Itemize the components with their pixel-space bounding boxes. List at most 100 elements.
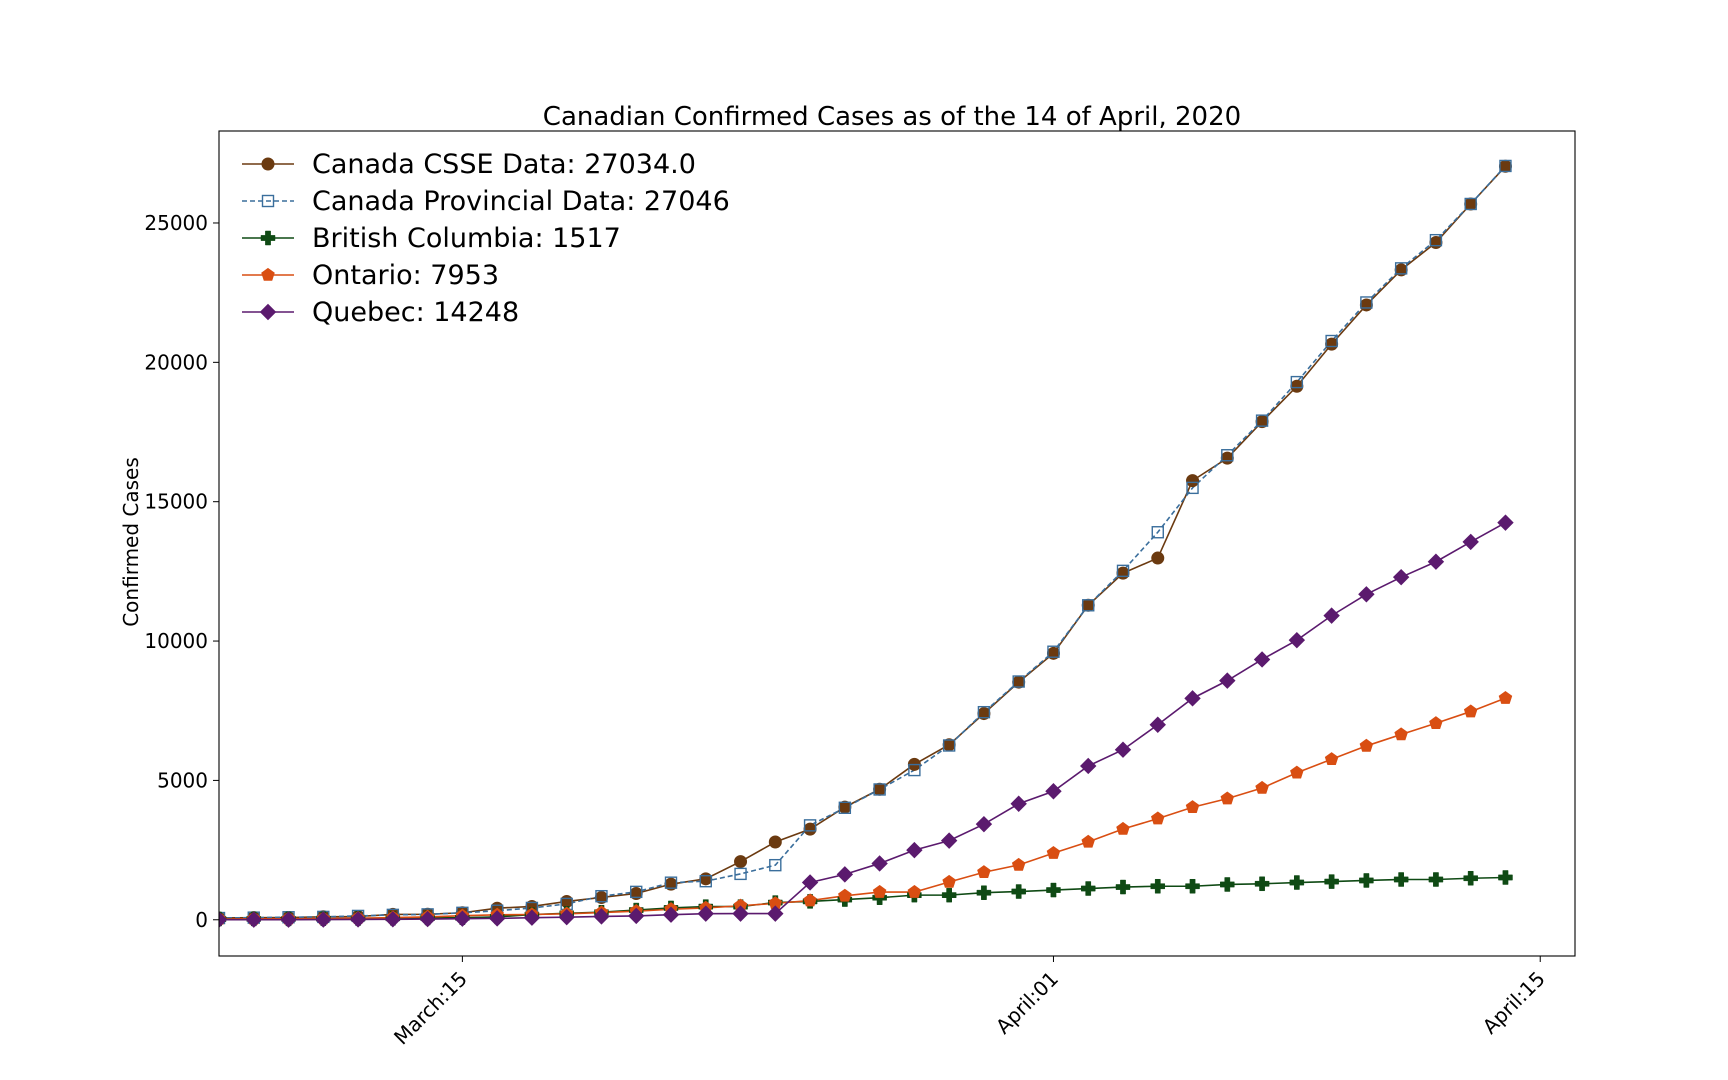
data-point-s2-36 — [1463, 870, 1478, 886]
data-point-s3-28 — [1185, 800, 1200, 813]
data-point-s0-29 — [1220, 451, 1234, 465]
data-point-s1-29 — [1221, 449, 1234, 462]
data-point-s3-26 — [1116, 821, 1130, 835]
data-point-s2-30 — [1254, 876, 1270, 892]
data-point-s3-31 — [1290, 765, 1304, 779]
legend-marker-1 — [261, 194, 275, 208]
data-point-s0-32 — [1325, 337, 1339, 351]
data-point-s4-17 — [801, 874, 819, 891]
data-point-s0-16 — [768, 835, 782, 849]
data-point-s1-13 — [664, 876, 678, 889]
data-point-s4-37 — [1497, 514, 1514, 531]
data-point-s1-25 — [1082, 599, 1095, 612]
data-point-s0-26 — [1116, 566, 1130, 580]
y-tick-label: 15000 — [144, 490, 208, 514]
data-point-s0-19 — [873, 782, 887, 796]
data-point-s4-0 — [219, 911, 228, 928]
data-point-s4-33 — [1358, 586, 1375, 603]
data-point-s4-30 — [1253, 651, 1271, 668]
data-point-s4-15 — [732, 905, 749, 922]
data-point-s4-10 — [558, 908, 575, 926]
data-point-s1-26 — [1116, 564, 1130, 578]
data-point-s1-23 — [1012, 675, 1025, 688]
data-point-s4-29 — [1219, 672, 1236, 689]
y-tick-label: 25000 — [144, 211, 208, 235]
data-point-s1-33 — [1360, 296, 1373, 309]
data-point-s0-23 — [1012, 675, 1026, 689]
data-point-s4-26 — [1114, 741, 1132, 758]
series-line-3 — [219, 697, 1506, 920]
data-point-s4-21 — [940, 832, 958, 849]
data-point-s4-35 — [1427, 553, 1445, 570]
data-point-s4-1 — [245, 911, 262, 928]
data-point-s4-2 — [280, 911, 297, 928]
legend-marker-3 — [261, 267, 275, 281]
x-tick-label: April:01 — [991, 967, 1063, 1039]
data-point-s3-25 — [1081, 834, 1095, 848]
data-point-s1-20 — [908, 763, 921, 777]
plot-frame — [218, 130, 1576, 957]
data-point-s3-23 — [1011, 857, 1026, 871]
data-point-s2-32 — [1324, 874, 1339, 889]
data-point-s1-21 — [942, 739, 956, 752]
data-point-s2-26 — [1115, 879, 1131, 895]
data-point-s0-31 — [1290, 379, 1304, 393]
data-point-s4-13 — [662, 906, 680, 923]
data-point-s4-18 — [836, 866, 854, 883]
y-tick-label: 20000 — [144, 350, 208, 374]
plot-area — [219, 159, 1514, 928]
data-point-s4-8 — [488, 910, 506, 927]
data-point-s4-24 — [1045, 783, 1062, 800]
legend-label-4: Quebec: 14248 — [312, 297, 519, 328]
data-point-s1-17 — [803, 819, 817, 832]
data-point-s2-34 — [1393, 872, 1409, 887]
data-point-s3-24 — [1046, 845, 1061, 859]
legend-label-3: Ontario: 7953 — [312, 260, 499, 291]
data-point-s2-24 — [1046, 882, 1061, 898]
data-point-s0-15 — [734, 855, 748, 869]
data-point-s4-16 — [767, 905, 784, 922]
data-point-s3-22 — [977, 865, 991, 878]
data-point-s2-27 — [1150, 878, 1166, 894]
data-point-s1-31 — [1290, 375, 1304, 389]
x-tick-label: March:15 — [389, 967, 472, 1050]
legend-marker-4 — [259, 303, 277, 321]
data-point-s1-14 — [699, 874, 712, 888]
data-point-s0-27 — [1151, 551, 1165, 565]
data-point-s2-23 — [1011, 884, 1026, 899]
data-point-s3-34 — [1394, 727, 1408, 741]
data-point-s4-36 — [1462, 533, 1479, 551]
data-point-s1-37 — [1499, 159, 1512, 173]
data-point-s2-22 — [976, 885, 992, 900]
data-point-s4-34 — [1392, 568, 1410, 586]
y-tick-label: 5000 — [157, 768, 208, 792]
data-point-s0-17 — [803, 822, 817, 836]
legend-marker-0 — [261, 157, 275, 171]
data-point-s1-18 — [838, 801, 852, 814]
data-point-s2-37 — [1498, 870, 1513, 885]
data-point-s3-33 — [1359, 738, 1374, 752]
y-axis-label: Confirmed Cases — [119, 457, 143, 627]
data-point-s3-21 — [942, 874, 956, 888]
chart-title: Canadian Confirmed Cases as of the 14 of… — [543, 102, 1241, 132]
data-point-s1-34 — [1394, 262, 1408, 275]
data-point-s1-19 — [873, 783, 886, 796]
data-point-s2-21 — [941, 887, 957, 903]
data-point-s1-28 — [1186, 481, 1199, 495]
legend-label-0: Canada CSSE Data: 27034.0 — [312, 149, 696, 180]
legend-label-1: Canada Provincial Data: 27046 — [312, 186, 730, 217]
series-line-2 — [219, 876, 1506, 920]
data-point-s3-36 — [1463, 704, 1478, 718]
y-tick-label: 10000 — [144, 629, 208, 653]
data-point-s4-19 — [871, 855, 888, 872]
data-point-s0-28 — [1186, 474, 1200, 488]
data-point-s4-22 — [975, 815, 993, 833]
data-point-s0-37 — [1498, 159, 1512, 173]
data-point-s1-27 — [1151, 526, 1164, 539]
data-point-s0-14 — [699, 872, 713, 886]
data-point-s3-19 — [872, 884, 887, 898]
data-point-s4-14 — [697, 905, 714, 922]
data-point-s2-33 — [1359, 873, 1374, 888]
data-point-s4-6 — [419, 910, 436, 928]
